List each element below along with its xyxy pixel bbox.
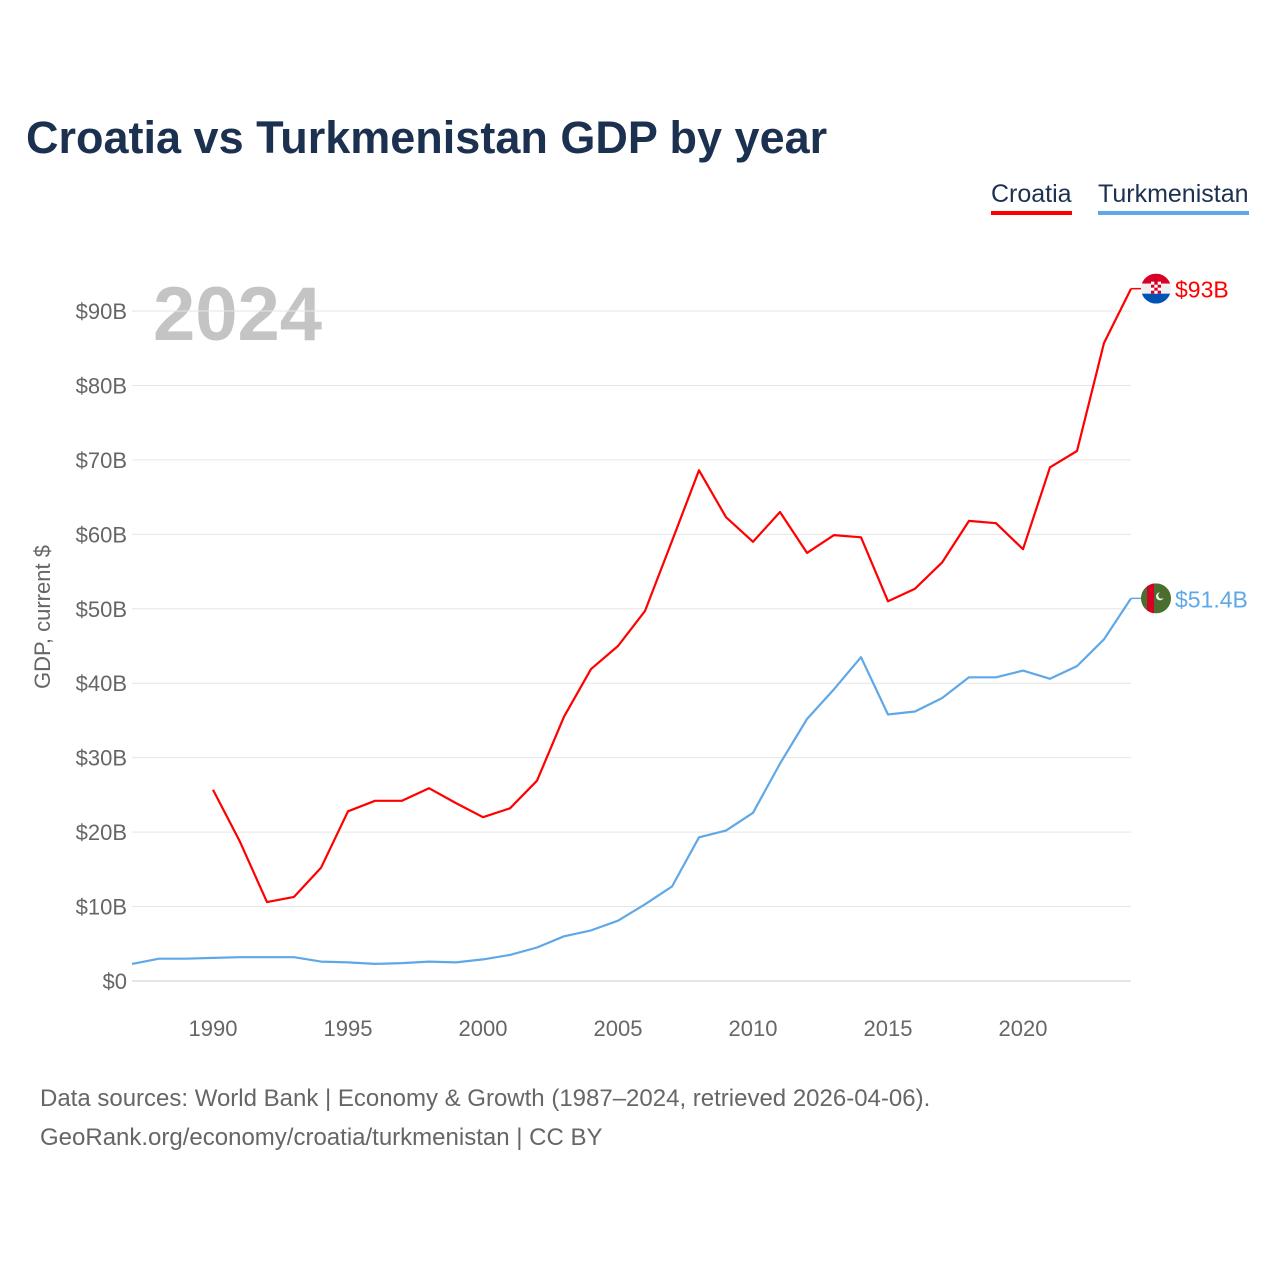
y-tick-label: $90B bbox=[76, 299, 127, 324]
turkmenistan-flag-icon bbox=[1141, 583, 1171, 614]
series-line-turkmenistan bbox=[131, 597, 1132, 966]
y-tick-label: $30B bbox=[76, 746, 127, 771]
x-tick-label: 2005 bbox=[594, 1016, 643, 1041]
y-tick-label: $80B bbox=[76, 373, 127, 398]
x-tick-label: 2000 bbox=[459, 1016, 508, 1041]
series-line-croatia bbox=[212, 288, 1132, 904]
y-tick-label: $0 bbox=[103, 969, 127, 994]
chart-title: Croatia vs Turkmenistan GDP by year bbox=[26, 112, 828, 163]
x-tick-label: 2010 bbox=[729, 1016, 778, 1041]
year-watermark: 2024 bbox=[153, 272, 322, 357]
x-tick-label: 1995 bbox=[324, 1016, 373, 1041]
end-value-label: $51.4B bbox=[1175, 586, 1248, 612]
y-axis-label: GDP, current $ bbox=[30, 545, 55, 689]
x-tick-label: 2015 bbox=[864, 1016, 913, 1041]
y-tick-label: $50B bbox=[76, 597, 127, 622]
y-tick-label: $10B bbox=[76, 895, 127, 920]
y-tick-label: $70B bbox=[76, 448, 127, 473]
croatia-flag-icon bbox=[1141, 273, 1171, 304]
footer-link[interactable]: GeoRank.org/economy/croatia/turkmenistan… bbox=[40, 1124, 603, 1151]
x-tick-label: 2020 bbox=[999, 1016, 1048, 1041]
footer-sources: Data sources: World Bank | Economy & Gro… bbox=[40, 1085, 931, 1112]
y-tick-label: $60B bbox=[76, 522, 127, 547]
x-tick-label: 1990 bbox=[189, 1016, 238, 1041]
legend-croatia[interactable]: Croatia bbox=[991, 180, 1072, 215]
y-tick-label: $40B bbox=[76, 671, 127, 696]
end-value-label: $93B bbox=[1175, 277, 1229, 303]
legend-turkmenistan[interactable]: Turkmenistan bbox=[1098, 180, 1249, 215]
y-tick-label: $20B bbox=[76, 820, 127, 845]
